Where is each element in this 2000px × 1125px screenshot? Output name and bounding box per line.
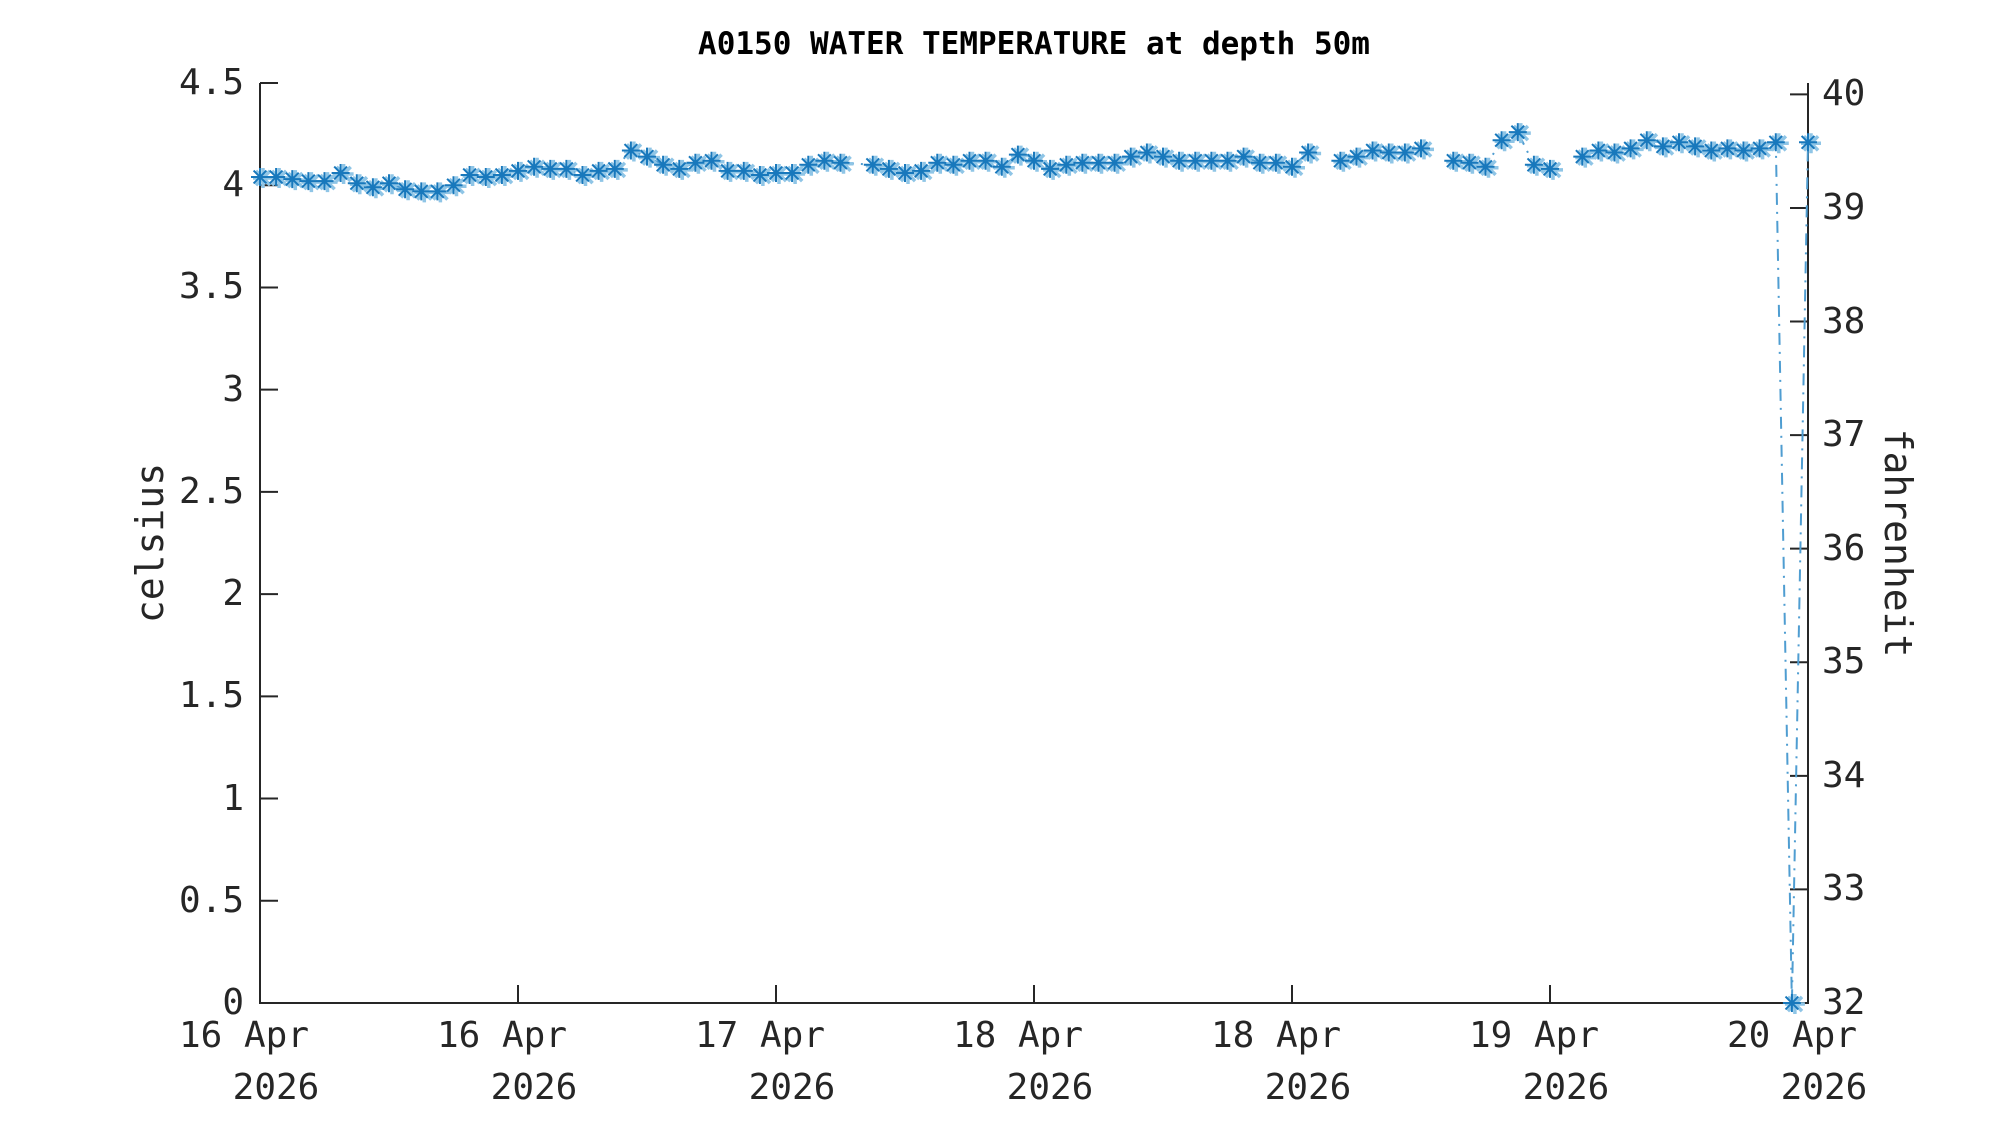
y-tick-label-fahrenheit: 34: [1822, 754, 1866, 796]
x-tick-label-date: 18 Apr: [1210, 1015, 1342, 1056]
y-tick-label-fahrenheit: 40: [1822, 73, 1866, 115]
y-tick-label-fahrenheit: 36: [1822, 527, 1866, 569]
y-tick-label-celsius: 0.5: [178, 879, 244, 921]
temperature-series-line: [260, 130, 1809, 1004]
x-tick-label-year: 2026: [232, 1067, 320, 1108]
chart-title: A0150 WATER TEMPERATURE at depth 50m: [698, 26, 1370, 62]
y-tick-label-celsius: 1: [222, 777, 244, 819]
y-tick-label-fahrenheit: 38: [1822, 300, 1866, 342]
x-tick-label-date: 17 Apr: [694, 1015, 826, 1056]
x-tick-label-year: 2026: [748, 1067, 836, 1108]
y-tick-label-celsius: 1.5: [178, 675, 244, 717]
x-tick-label-date: 18 Apr: [952, 1015, 1084, 1056]
y-tick-label-celsius: 4: [222, 164, 244, 206]
y-tick-label-fahrenheit: 33: [1822, 868, 1866, 910]
y-tick-label-fahrenheit: 35: [1822, 641, 1866, 683]
y-tick-label-fahrenheit: 32: [1822, 982, 1866, 1023]
y-tick-label-celsius: 2: [222, 573, 244, 615]
temperature-series-marker-halos: [253, 123, 1821, 1014]
x-tick-label-date: 16 Apr: [178, 1015, 310, 1056]
x-tick-label-date: 16 Apr: [436, 1015, 568, 1056]
y-tick-label-celsius: 4.5: [178, 62, 244, 103]
temperature-series-markers: [251, 123, 1817, 1012]
y-tick-label-celsius: 0: [222, 982, 244, 1023]
x-tick-label-date: 19 Apr: [1468, 1015, 1600, 1056]
y-axis-label-fahrenheit: fahrenheit: [1876, 428, 1920, 658]
x-tick-label-year: 2026: [1264, 1067, 1352, 1108]
x-tick-label-date: 20 Apr: [1726, 1015, 1858, 1056]
y-tick-label-celsius: 3: [222, 368, 244, 410]
x-tick-label-year: 2026: [1780, 1067, 1868, 1108]
y-tick-label-celsius: 2.5: [178, 470, 244, 512]
y-tick-label-celsius: 3.5: [178, 266, 244, 308]
x-tick-label-year: 2026: [490, 1067, 578, 1108]
x-tick-label-year: 2026: [1006, 1067, 1094, 1108]
axes: [259, 82, 1809, 1004]
y-tick-label-fahrenheit: 39: [1822, 186, 1866, 228]
y-tick-label-fahrenheit: 37: [1822, 414, 1866, 456]
x-tick-label-year: 2026: [1522, 1067, 1610, 1108]
